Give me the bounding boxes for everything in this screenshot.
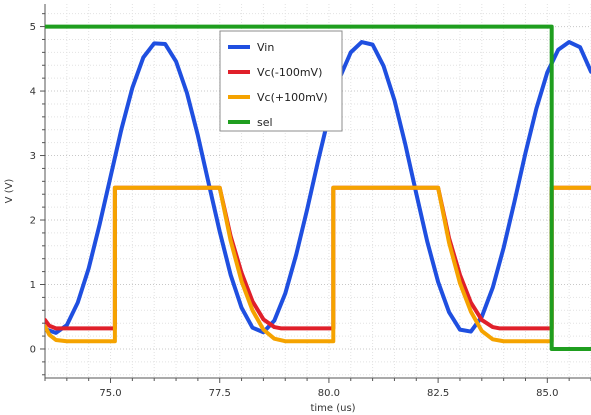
legend: Vin Vc(-100mV) Vc(+100mV) sel bbox=[219, 30, 343, 132]
series-line-vin bbox=[45, 40, 591, 335]
y-tick-label: 0 bbox=[30, 344, 36, 355]
legend-label-vc-100mv: Vc(+100mV) bbox=[257, 91, 328, 104]
y-tick-label: 2 bbox=[30, 216, 36, 227]
legend-label-vc-100mv: Vc(-100mV) bbox=[257, 66, 322, 79]
grid bbox=[44, 4, 591, 378]
x-axis-title: time (us) bbox=[310, 403, 355, 414]
legend-label-vin: Vin bbox=[257, 41, 274, 54]
y-axis-title: V (V) bbox=[4, 179, 15, 204]
legend-label-sel: sel bbox=[257, 116, 273, 129]
x-tick-label: 80.0 bbox=[318, 388, 340, 399]
y-tick-label: 1 bbox=[30, 280, 36, 291]
y-tick-label: 3 bbox=[30, 151, 36, 162]
series-lines bbox=[45, 24, 591, 351]
x-tick-label: 85.0 bbox=[536, 388, 558, 399]
series-line-vc-100mv bbox=[45, 185, 591, 331]
x-tick-label: 82.5 bbox=[427, 388, 449, 399]
x-tick-label: 77.5 bbox=[209, 388, 231, 399]
y-axis-ticks: 0 1 2 3 4 5 bbox=[30, 13, 45, 376]
y-tick-label: 4 bbox=[30, 87, 36, 98]
x-tick-label: 75.0 bbox=[99, 388, 121, 399]
x-axis-ticks: 75.0 77.5 80.0 82.5 85.0 bbox=[44, 378, 591, 399]
series-line-vc-100mv bbox=[45, 185, 591, 344]
series-line-sel bbox=[45, 24, 591, 351]
y-tick-label: 5 bbox=[30, 22, 36, 33]
plot-frame bbox=[44, 4, 591, 379]
